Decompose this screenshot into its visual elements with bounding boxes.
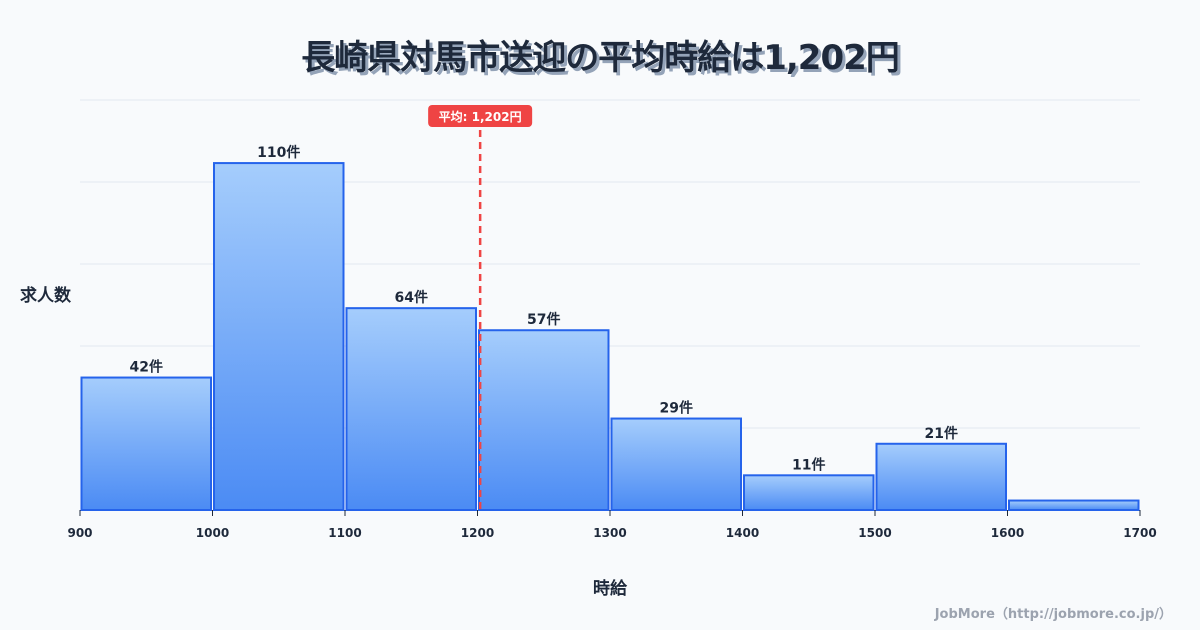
x-tick-label: 1600: [991, 526, 1024, 540]
x-axis-label: 時給: [593, 579, 627, 599]
mean-label: 平均: 1,202円: [439, 109, 522, 124]
x-axis: 900 1000 1100 1200 1300 1400 1500 1600 1700: [67, 510, 1157, 540]
x-tick-label: 1200: [461, 526, 494, 540]
x-tick-label: 1000: [196, 526, 229, 540]
x-tick-label: 1100: [328, 526, 361, 540]
bars: 42件 110件 64件 57件 29件 11件 21件: [80, 144, 1140, 511]
bar-value-label: 110件: [257, 144, 300, 161]
histogram-bar: [1008, 499, 1140, 511]
bar-value-label: 21件: [925, 425, 958, 442]
histogram-bar: [875, 442, 1007, 511]
histogram-bar: [743, 474, 875, 511]
bar-value-label: 57件: [527, 311, 560, 328]
y-axis-label: 求人数: [20, 286, 71, 306]
bar-value-label: 42件: [130, 359, 163, 376]
histogram-bar: [345, 307, 477, 511]
footer-credit: JobMore（http://jobmore.co.jp/）: [934, 607, 1172, 622]
histogram-bar: [80, 376, 212, 511]
bar-value-label: 11件: [792, 456, 825, 473]
x-tick-label: 1500: [858, 526, 891, 540]
x-tick-label: 1300: [593, 526, 626, 540]
x-tick-label: 1700: [1123, 526, 1156, 540]
histogram-bar: [478, 329, 610, 511]
bar-value-label: 64件: [395, 289, 428, 306]
mean-marker: 平均: 1,202円: [428, 105, 533, 510]
mean-badge: [428, 105, 533, 127]
x-tick-label: 900: [67, 526, 92, 540]
x-tick-label: 1400: [726, 526, 759, 540]
chart-title: 長崎県対馬市送迎の平均時給は1,202円: [301, 38, 900, 78]
bar-value-label: 29件: [660, 400, 693, 417]
histogram-bar: [610, 417, 742, 511]
histogram-bar: [213, 162, 345, 511]
